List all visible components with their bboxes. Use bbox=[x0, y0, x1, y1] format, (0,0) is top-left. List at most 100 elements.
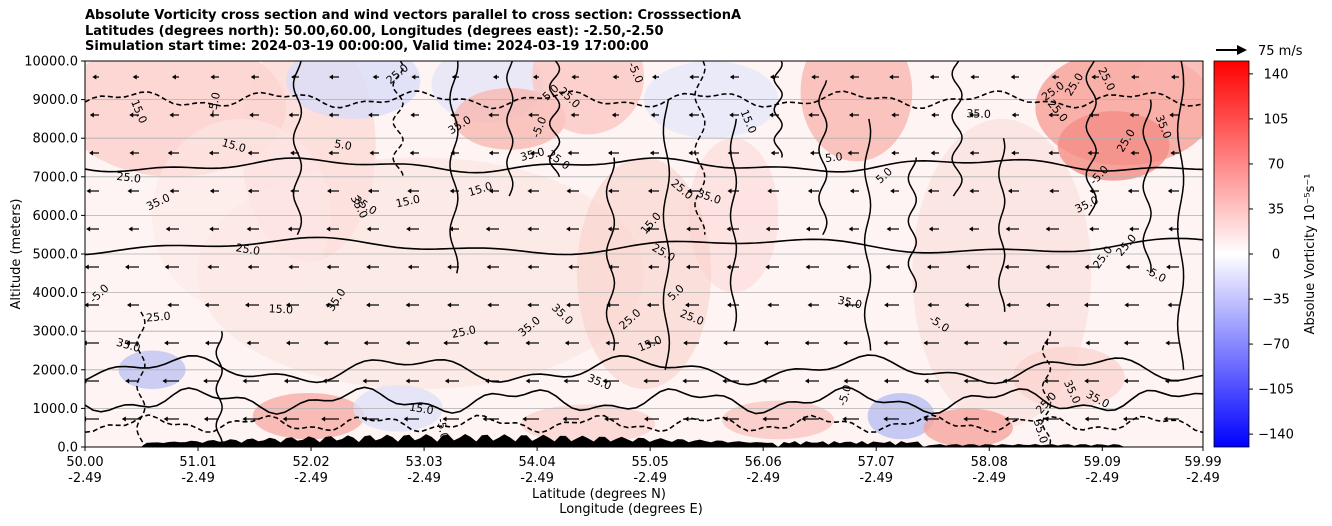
x-tick-label-latitude: 51.01 bbox=[179, 455, 216, 470]
wind-vector-arrow bbox=[804, 340, 819, 346]
wind-vector-arrow bbox=[924, 378, 939, 384]
wind-vector-arrow bbox=[566, 302, 579, 308]
wind-vector-arrow bbox=[891, 112, 899, 118]
wind-vector-arrow bbox=[450, 150, 459, 156]
wind-vectors bbox=[85, 74, 1179, 422]
wind-vector-arrow bbox=[891, 150, 899, 156]
quiver-key: 75 m/s bbox=[1216, 44, 1303, 59]
colorbar-tick-label: 105 bbox=[1264, 112, 1289, 127]
wind-vector-arrow bbox=[1168, 226, 1179, 232]
wind-vector-arrow bbox=[963, 340, 979, 346]
wind-vector-arrow bbox=[762, 416, 779, 422]
wind-vector-arrow bbox=[687, 188, 699, 194]
wind-vector-arrow bbox=[889, 74, 899, 80]
wind-vector-arrow bbox=[846, 264, 859, 270]
wind-vector-arrow bbox=[325, 302, 339, 308]
y-axis: 0.0 1000.0 2000.0 3000.0 4000.0 5000.0 6000.0 7… bbox=[24, 55, 85, 456]
wind-vector-arrow bbox=[207, 264, 219, 270]
colorbar-tick-label: −140 bbox=[1258, 428, 1294, 443]
wind-vector-arrow bbox=[729, 74, 739, 80]
wind-vector-arrow bbox=[646, 302, 659, 308]
wind-vector-arrow bbox=[688, 112, 699, 118]
wind-vector-arrow bbox=[492, 74, 499, 80]
wind-vector-arrow bbox=[647, 188, 659, 194]
x-tick-label-longitude: -2.49 bbox=[1186, 471, 1220, 486]
contour-line bbox=[85, 236, 1203, 256]
wind-vector-arrow bbox=[1166, 264, 1179, 270]
wind-vector-arrow bbox=[567, 150, 579, 156]
contour-line bbox=[951, 61, 963, 197]
wind-vector-arrow bbox=[407, 188, 419, 194]
wind-vector-arrow bbox=[807, 188, 819, 194]
wind-vector-arrow bbox=[372, 74, 379, 80]
wind-vector-arrow bbox=[249, 112, 259, 118]
x-tick-label-longitude: -2.49 bbox=[407, 471, 441, 486]
wind-vector-arrow bbox=[208, 150, 219, 156]
wind-vector-arrow bbox=[801, 416, 819, 422]
wind-vector-arrow bbox=[1129, 112, 1139, 118]
wind-vector-arrow bbox=[605, 340, 619, 346]
wind-vector-arrow bbox=[1002, 340, 1019, 346]
wind-vector-arrow bbox=[366, 226, 379, 232]
wind-vector-arrow bbox=[406, 226, 419, 232]
wind-vector-arrow bbox=[1171, 74, 1179, 80]
wind-vector-arrow bbox=[1048, 112, 1059, 118]
wind-vector-arrow bbox=[807, 302, 819, 308]
colorbar-label: Absolue Vorticity 10⁻⁵s⁻¹ bbox=[1303, 174, 1318, 335]
wind-vector-arrow bbox=[363, 340, 379, 346]
wind-vector-arrow bbox=[606, 302, 619, 308]
wind-vector-arrow bbox=[405, 340, 419, 346]
wind-vector-arrow bbox=[1044, 416, 1059, 422]
vorticity-patch bbox=[800, 61, 913, 162]
wind-vector-arrow bbox=[288, 264, 299, 270]
contour-line bbox=[85, 90, 1203, 110]
wind-vector-arrow bbox=[1002, 378, 1019, 384]
wind-vector-arrow bbox=[247, 188, 259, 194]
y-tick-label: 9000.0 bbox=[33, 93, 79, 108]
wind-vector-arrow bbox=[564, 340, 579, 346]
vorticity-patch bbox=[923, 408, 1013, 447]
wind-vector-arrow bbox=[522, 416, 539, 422]
wind-vector-arrow bbox=[527, 226, 539, 232]
contour-label: 25.0 bbox=[450, 323, 477, 341]
wind-vector-arrow bbox=[246, 340, 259, 346]
wind-vector-arrow bbox=[85, 264, 99, 270]
x-tick-label-longitude: -2.49 bbox=[972, 471, 1006, 486]
colorbar-tick-label: 70 bbox=[1268, 157, 1285, 172]
wind-vector-arrow bbox=[886, 226, 899, 232]
wind-vector-arrow bbox=[282, 416, 299, 422]
wind-vector-arrow bbox=[645, 226, 659, 232]
wind-vector-arrow bbox=[409, 150, 419, 156]
wind-vector-arrow bbox=[486, 264, 499, 270]
wind-vector-arrow bbox=[532, 74, 539, 80]
wind-vector-arrow bbox=[525, 378, 539, 384]
wind-vector-arrow bbox=[1084, 378, 1099, 384]
y-axis-label: Altitude (meters) bbox=[9, 199, 24, 310]
wind-vector-arrow bbox=[969, 150, 979, 156]
wind-vector-arrow bbox=[923, 340, 939, 346]
contour-line bbox=[818, 80, 828, 236]
wind-vector-arrow bbox=[763, 340, 779, 346]
wind-vector-arrow bbox=[969, 188, 979, 194]
wind-vector-arrow bbox=[930, 150, 939, 156]
contour-label: 5.0 bbox=[824, 150, 843, 165]
contour-label: 15.0 bbox=[268, 302, 293, 316]
contour-line bbox=[1142, 99, 1152, 274]
x-tick-label-latitude: 59.09 bbox=[1084, 455, 1121, 470]
x-tick-label-latitude: 52.02 bbox=[292, 455, 329, 470]
wind-vector-arrow bbox=[89, 150, 99, 156]
y-tick-label: 6000.0 bbox=[33, 209, 79, 224]
wind-vector-arrow bbox=[129, 150, 139, 156]
wind-vector-arrow bbox=[291, 74, 299, 80]
contour-line bbox=[1176, 61, 1185, 370]
wind-vector-arrow bbox=[250, 74, 259, 80]
wind-vector-arrow bbox=[968, 112, 979, 118]
wind-vector-arrow bbox=[285, 302, 299, 308]
vorticity-patch bbox=[521, 404, 656, 444]
contour-line bbox=[662, 99, 671, 370]
wind-vector-arrow bbox=[286, 340, 299, 346]
wind-vector-arrow bbox=[688, 150, 699, 156]
wind-vector-arrow bbox=[968, 226, 979, 232]
wind-vector-arrow bbox=[1164, 378, 1179, 384]
wind-vector-arrow bbox=[890, 188, 899, 194]
